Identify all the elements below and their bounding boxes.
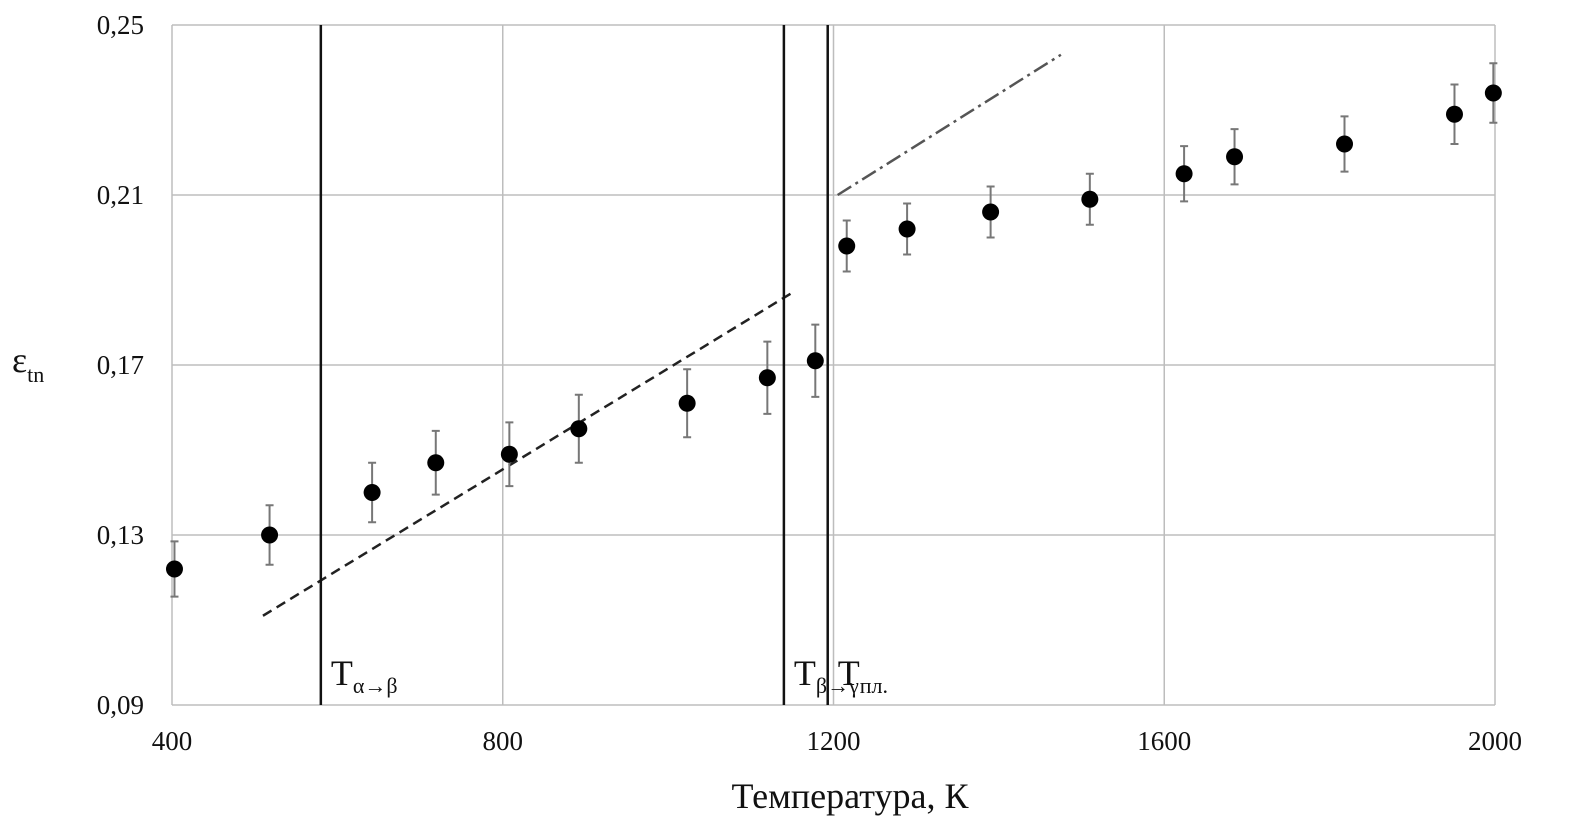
data-points bbox=[165, 62, 1502, 598]
data-point bbox=[1175, 165, 1193, 183]
data-point bbox=[1226, 148, 1244, 166]
data-point bbox=[1081, 190, 1099, 208]
data-point bbox=[1484, 84, 1502, 102]
data-point bbox=[982, 203, 1000, 221]
tick-labels: 400 800 1200 1600 2000 0,09 0,13 0,17 0,21 0,25 bbox=[97, 10, 1522, 756]
data-point bbox=[500, 445, 518, 463]
trend-lines bbox=[262, 53, 1062, 617]
y-tick-label: 0,13 bbox=[97, 520, 144, 550]
x-axis-title: Температура, К bbox=[732, 776, 970, 816]
phase-label: Tпл. bbox=[838, 653, 888, 698]
data-point bbox=[427, 454, 445, 472]
data-point bbox=[363, 484, 381, 501]
data-point bbox=[570, 420, 588, 438]
data-point bbox=[1336, 135, 1354, 153]
y-tick-label: 0,25 bbox=[97, 10, 144, 40]
data-point bbox=[806, 352, 824, 370]
x-tick-label: 2000 bbox=[1468, 726, 1522, 756]
y-tick-label: 0,21 bbox=[97, 180, 144, 210]
grid bbox=[171, 24, 1496, 706]
data-point bbox=[838, 237, 856, 255]
y-axis-title-sub: tn bbox=[27, 362, 44, 387]
y-axis-title: εtn bbox=[12, 340, 44, 387]
trend-line bbox=[262, 291, 793, 617]
x-tick-label: 1600 bbox=[1137, 726, 1191, 756]
data-point bbox=[898, 220, 916, 238]
phase-label: Tβ→γ bbox=[794, 653, 859, 698]
y-tick-label: 0,17 bbox=[97, 350, 144, 380]
x-tick-label: 400 bbox=[152, 726, 193, 756]
y-tick-label: 0,09 bbox=[97, 690, 144, 720]
data-point bbox=[165, 560, 183, 578]
data-point bbox=[678, 394, 696, 412]
y-axis-title-main: ε bbox=[12, 340, 27, 380]
data-point bbox=[758, 369, 776, 387]
x-tick-label: 1200 bbox=[807, 726, 861, 756]
data-point bbox=[261, 526, 279, 544]
trend-line bbox=[836, 53, 1062, 197]
x-tick-label: 800 bbox=[483, 726, 524, 756]
phase-label: Tα→β bbox=[331, 653, 398, 698]
data-point bbox=[1445, 105, 1463, 123]
